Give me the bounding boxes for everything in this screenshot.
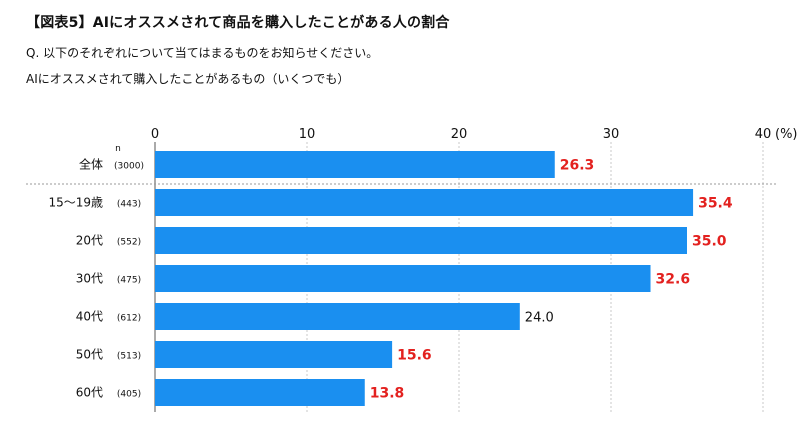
bar [155,379,365,406]
category-label: 15～19歳 [48,196,103,210]
x-tick-label: 20 [451,127,468,142]
data-label: 24.0 [525,311,554,326]
question-text: Q. 以下のそれぞれについて当てはまるものをお知らせください。 [26,46,379,60]
n-value: (3000) [114,162,144,172]
bar [155,151,555,178]
category-label: 50代 [76,348,103,362]
data-label: 13.8 [370,386,405,402]
data-label: 26.3 [560,158,595,174]
x-tick-label: 40 [755,127,772,142]
x-tick-label: 10 [299,127,316,142]
n-value: (552) [117,238,141,248]
n-value: (513) [117,352,141,362]
category-label: 30代 [76,272,103,286]
x-tick-label: 30 [603,127,620,142]
x-tick-label: 0 [151,127,159,142]
bar [155,303,520,330]
bar [155,341,393,368]
n-value: (405) [117,390,141,400]
category-label: 全体 [79,157,103,172]
category-label: 20代 [76,234,103,248]
data-label: 15.6 [397,348,432,364]
n-value: (443) [117,200,141,210]
chart-title: 【図表5】AIにオススメされて商品を購入したことがある人の割合 [26,15,450,31]
item-text: AIにオススメされて購入したことがあるもの（いくつでも） [26,72,350,86]
category-label: 40代 [76,310,103,324]
data-label: 35.4 [698,196,733,212]
n-value: (612) [117,314,141,324]
bar [155,227,687,254]
bar [155,189,694,216]
unit-label: (%) [775,127,798,142]
category-label: 60代 [76,386,103,400]
data-label: 35.0 [692,234,727,250]
n-header: n [115,144,121,154]
n-value: (475) [117,276,141,286]
data-label: 32.6 [656,272,691,288]
bar [155,265,651,292]
